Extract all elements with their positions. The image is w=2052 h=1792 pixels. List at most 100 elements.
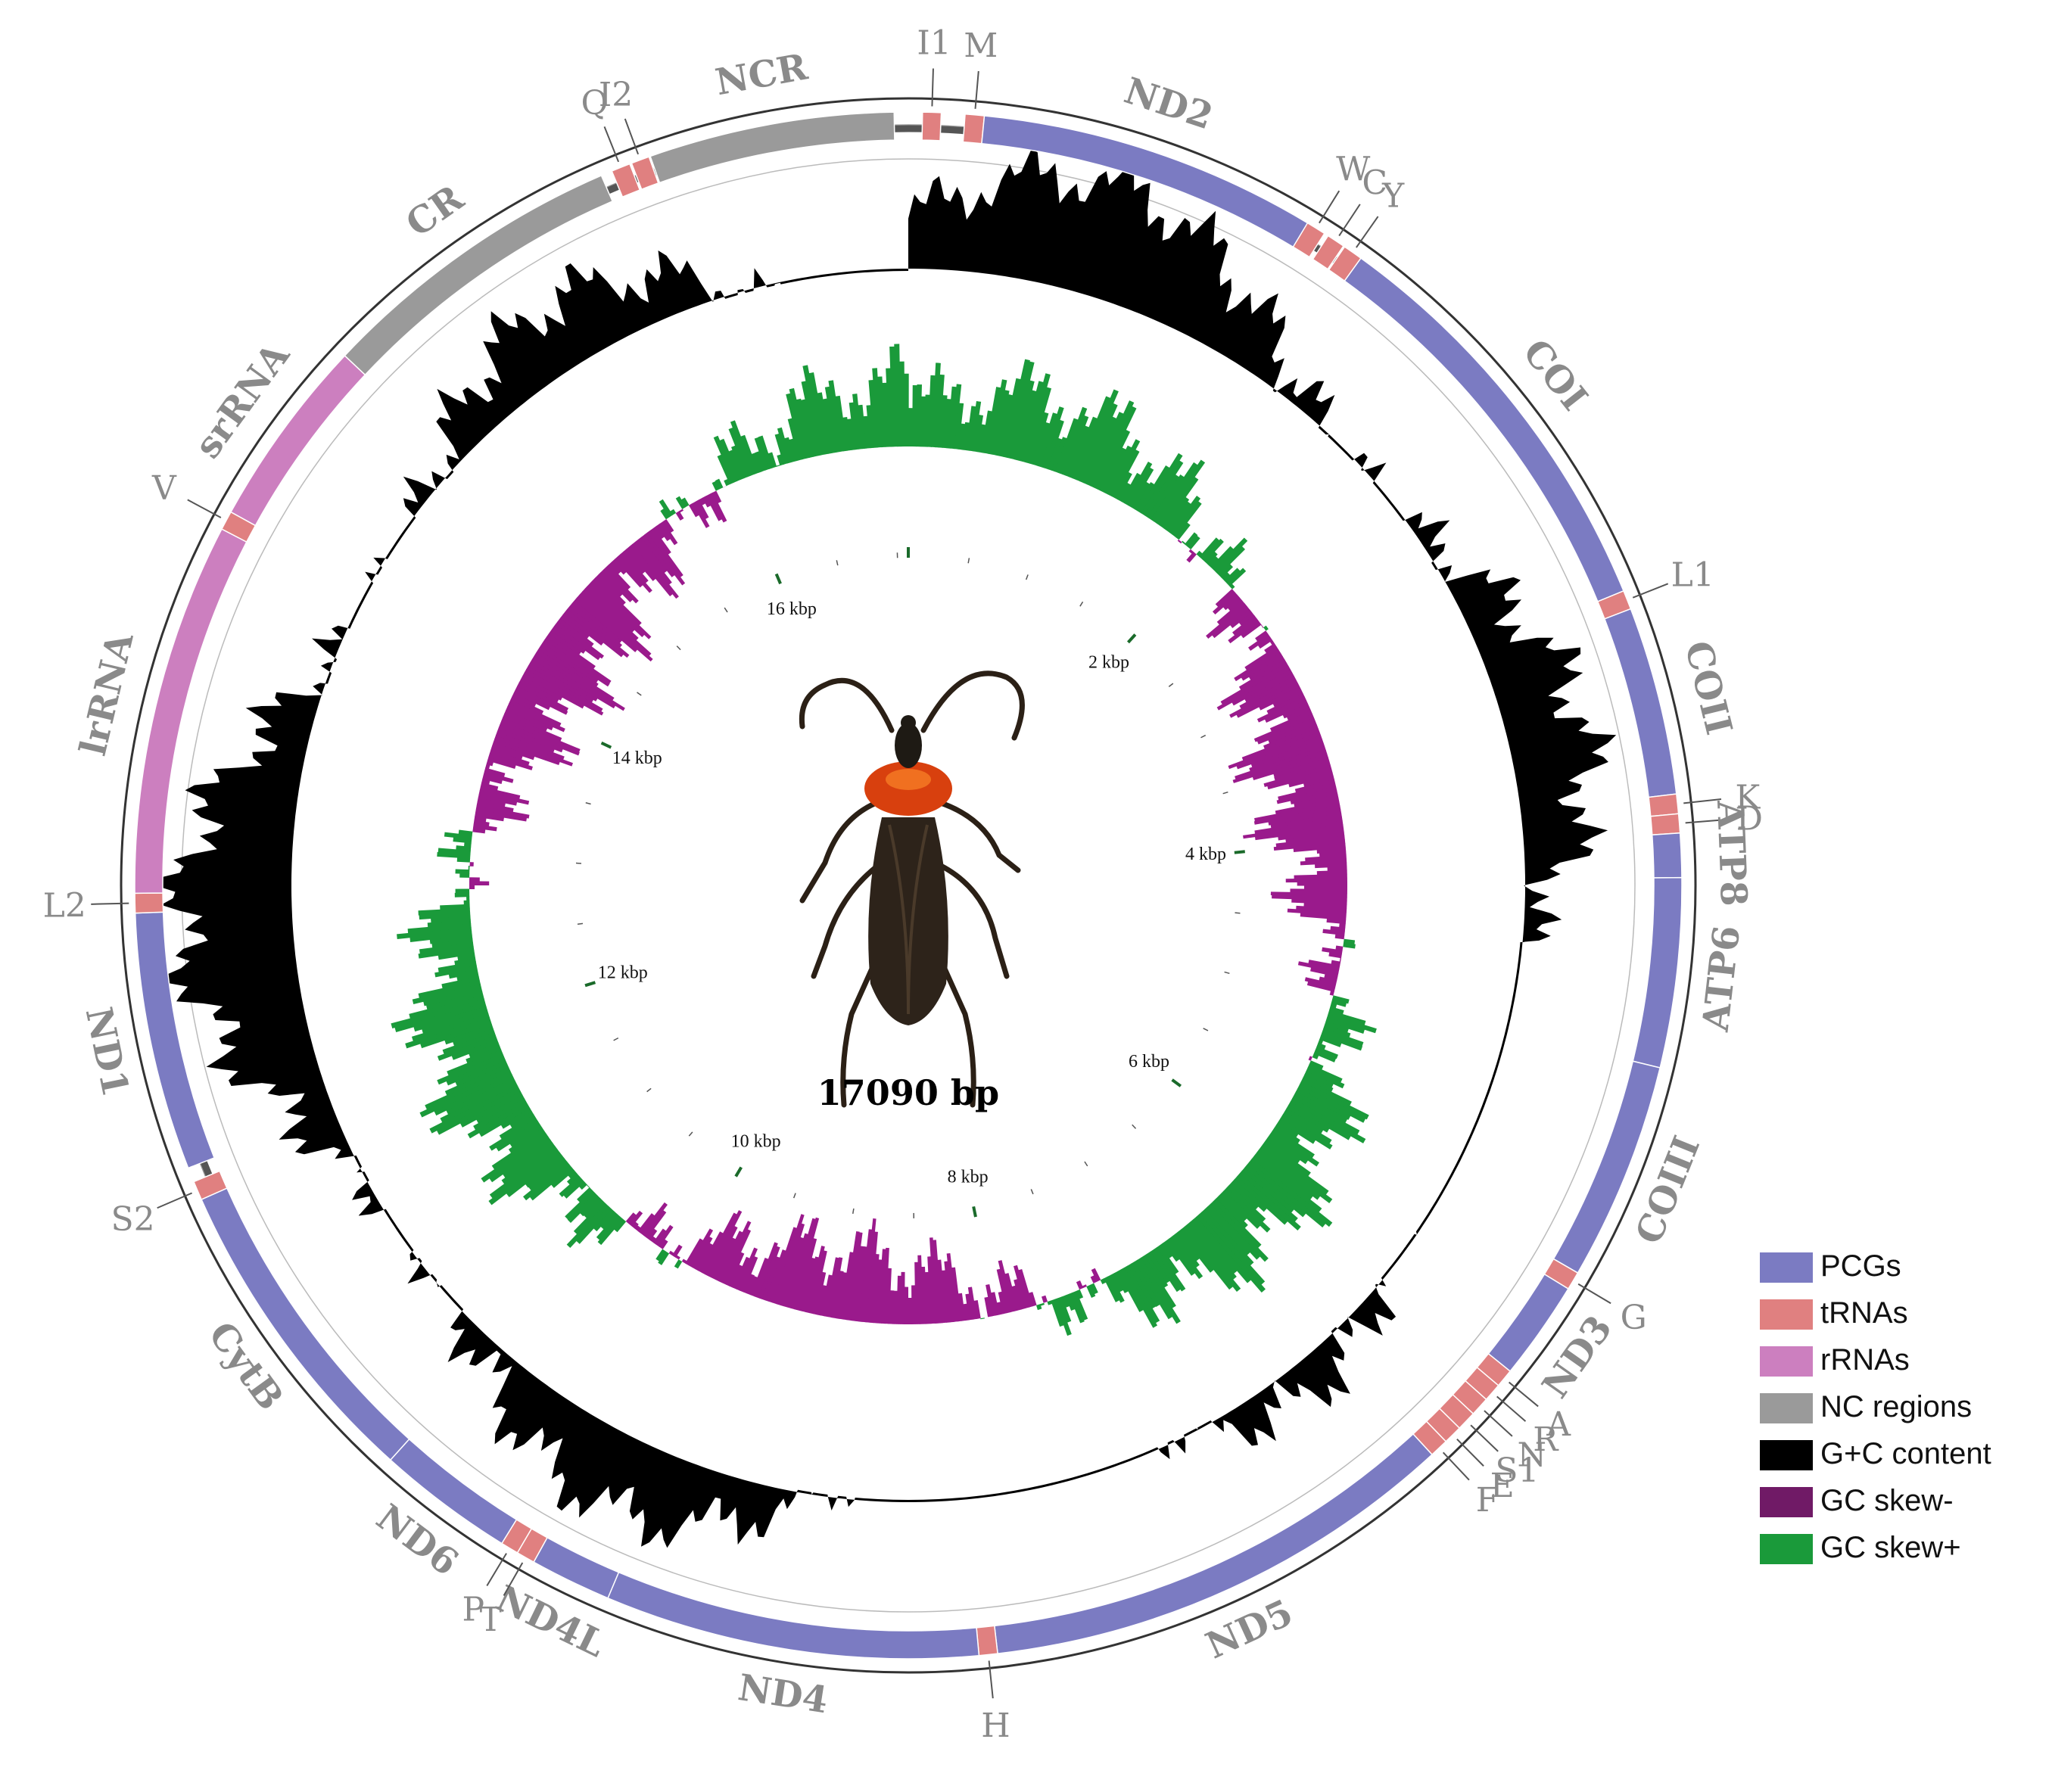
gc-skew-minus-segment: [927, 1256, 936, 1324]
gc-skew-plus-segment: [1221, 1190, 1261, 1229]
gc-skew-plus-segment: [1160, 476, 1199, 529]
gc-skew-plus-segment: [886, 368, 894, 447]
gc-skew-plus-segment: [1325, 1017, 1365, 1034]
gc-skew-plus-segment: [458, 829, 473, 836]
gc-skew-minus-segment: [1285, 832, 1345, 843]
gc-skew-plus-segment: [1312, 1053, 1319, 1059]
gc-skew-minus-segment: [736, 1247, 758, 1291]
tick-mark: [1168, 683, 1174, 687]
gc-skew-plus-segment: [1100, 1278, 1107, 1285]
gc-skew-plus-segment: [1175, 522, 1191, 540]
gc-skew-minus-segment: [1335, 945, 1344, 951]
tick-label-2-kbp: 2 kbp: [1088, 653, 1129, 673]
gc-skew-plus-segment: [1265, 1137, 1300, 1164]
gc-skew-plus-segment: [1328, 1006, 1344, 1015]
gc-skew-plus-segment: [1014, 390, 1037, 461]
gc-skew-plus-segment: [488, 1149, 560, 1206]
gene-q: [611, 163, 641, 198]
gene-label-nd3: ND3: [1534, 1308, 1621, 1405]
gc-skew-plus-segment: [992, 390, 1010, 456]
gc-skew-minus-segment: [1308, 1056, 1312, 1061]
tick-mark: [1030, 1189, 1034, 1195]
gc-skew-plus-segment: [1083, 416, 1117, 485]
gc-skew-minus-segment: [512, 692, 537, 708]
gc-skew-minus-segment: [650, 527, 671, 555]
gc-skew-minus-segment: [498, 723, 563, 753]
gc-skew-minus-segment: [729, 1265, 743, 1288]
gc-skew-minus-segment: [555, 621, 605, 659]
gc-skew-plus-segment: [1150, 1249, 1181, 1293]
gc-skew-plus-segment: [1163, 496, 1190, 531]
gc-skew-plus-segment: [1234, 1176, 1288, 1225]
gc-skew-minus-segment: [998, 1260, 1015, 1313]
gc-skew-minus-segment: [606, 564, 631, 590]
gc-skew-plus-segment: [455, 869, 470, 874]
gc-skew-plus-segment: [1154, 462, 1198, 524]
genome-length-label: 17090 bp: [817, 1072, 999, 1113]
gc-skew-minus-segment: [798, 1257, 816, 1311]
gc-skew-minus-segment: [1229, 679, 1298, 718]
gc-skew-minus-segment: [725, 1252, 745, 1286]
gc-skew-minus-segment: [691, 1236, 713, 1270]
gene-label-nd5: ND5: [1200, 1591, 1299, 1667]
gc-skew-plus-segment: [1166, 1238, 1196, 1276]
gc-skew-minus-segment: [963, 1303, 970, 1321]
gc-skew-plus-segment: [1039, 1302, 1045, 1306]
gc-skew-plus-segment: [923, 394, 930, 447]
gc-skew-plus-segment: [509, 1111, 534, 1128]
gc-skew-minus-segment: [559, 614, 590, 639]
gc-skew-plus-segment: [1107, 439, 1141, 496]
trna-label-t: T: [480, 1601, 502, 1639]
gc-skew-minus-segment: [1274, 761, 1331, 781]
gc-skew-plus-segment: [1147, 474, 1179, 520]
gc-skew-minus-segment: [944, 1261, 954, 1323]
gc-skew-plus-segment: [413, 1006, 487, 1032]
kbp-ticks: 2 kbp 4 kbp 6 kbp 8 kbp 10 kbp 12 kbp 14 kbp 16…: [575, 547, 1245, 1218]
trna-leader-f: [1442, 1451, 1470, 1481]
trna-label-n: N: [1517, 1436, 1546, 1474]
gene-ncr: [649, 111, 895, 184]
gc-skew-minus-segment: [1327, 866, 1347, 872]
gc-skew-minus-segment: [896, 1275, 901, 1324]
gc-skew-plus-segment: [1232, 1179, 1267, 1212]
gc-skew-plus-segment: [1249, 1159, 1333, 1227]
gc-skew-plus-segment: [1076, 1289, 1084, 1299]
gc-skew-plus-segment: [950, 384, 962, 450]
gc-skew-plus-segment: [1258, 1146, 1333, 1204]
gc-skew-plus-segment: [1326, 1013, 1377, 1034]
trna-label-f: F: [1476, 1481, 1499, 1520]
gc-skew-plus-segment: [1097, 429, 1131, 491]
gc-skew-minus-segment: [504, 710, 548, 732]
gc-skew-minus-segment: [1091, 1268, 1101, 1282]
gc-skew-minus-segment: [469, 885, 475, 890]
gc-skew-minus-segment: [515, 686, 568, 715]
gc-skew-plus-segment: [1218, 1193, 1247, 1222]
gc-skew-plus-segment: [1199, 537, 1220, 560]
trna-label-l1: L1: [1671, 555, 1714, 594]
gc-skew-plus-segment: [1198, 1212, 1266, 1285]
gc-skew-plus-segment: [730, 445, 748, 479]
gc-skew-plus-segment: [1190, 1219, 1238, 1274]
gene-nd4: [607, 1571, 980, 1660]
gc-skew-plus-segment: [1193, 1216, 1252, 1283]
gc-skew-minus-segment: [1235, 745, 1326, 779]
trna-label-c: C: [1362, 164, 1387, 203]
gc-skew-plus-segment: [1213, 537, 1248, 573]
gc-skew-minus-segment: [805, 1246, 825, 1314]
tick-mark: [585, 802, 591, 805]
gc-skew-minus-segment: [522, 672, 584, 709]
gc-skew-minus-segment: [1300, 858, 1347, 866]
gc-skew-minus-segment: [571, 599, 622, 644]
gc-skew-plus-segment: [995, 394, 1014, 456]
gc-skew-plus-segment: [1172, 1234, 1200, 1268]
gc-skew-minus-segment: [503, 713, 562, 742]
gc-skew-minus-segment: [861, 1218, 877, 1323]
gc-skew-minus-segment: [708, 1225, 738, 1279]
gc-skew-minus-segment: [772, 1214, 805, 1305]
gc-skew-plus-segment: [566, 1173, 580, 1185]
tick-label-8-kbp: 8 kbp: [948, 1168, 989, 1187]
tick-mark: [1132, 1124, 1137, 1129]
gc-skew-minus-segment: [489, 749, 530, 766]
gc-skew-minus-segment: [1255, 630, 1269, 642]
gc-skew-plus-segment: [550, 1167, 574, 1188]
